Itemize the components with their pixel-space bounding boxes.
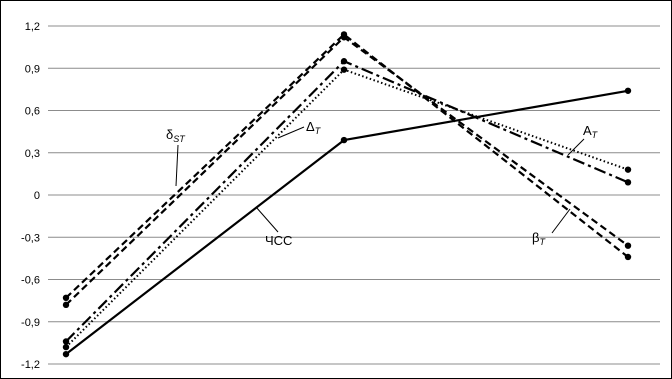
series-label: ЧСС	[265, 233, 292, 248]
data-point	[62, 350, 70, 358]
series-label: δST	[166, 127, 186, 144]
data-point	[62, 338, 70, 345]
y-tick-label: 0,3	[25, 148, 40, 160]
data-point	[624, 87, 632, 94]
series-label: ΔT	[306, 119, 322, 136]
series-label-leader	[551, 208, 571, 234]
y-tick-label: 0,6	[25, 106, 40, 118]
series-line	[65, 33, 629, 299]
series-label: βT	[532, 230, 546, 247]
grid-layer	[48, 25, 660, 365]
y-tick-label: -0,9	[21, 317, 40, 329]
data-point	[62, 294, 70, 302]
y-tick-label: 1,2	[25, 21, 40, 33]
data-point	[340, 58, 348, 65]
series-label: AT	[583, 123, 599, 140]
data-point	[624, 179, 632, 186]
series-label-leader	[255, 206, 279, 233]
y-tick-label: 0	[34, 190, 40, 202]
y-axis-ticks: 1,2 0,9 0,6 0,3 0 -0,3 -0,6 -0,9 -1,2	[21, 21, 40, 371]
data-point	[340, 34, 348, 41]
series-line	[65, 89, 629, 356]
annotation-layer: ЧСС δST βT ΔT AT	[166, 119, 599, 248]
data-point	[624, 253, 632, 261]
y-tick-label: -0,6	[21, 275, 40, 287]
series-line	[65, 68, 629, 348]
y-tick-label: -1,2	[21, 359, 40, 371]
series-label-leader	[567, 138, 585, 156]
series-line	[65, 36, 629, 306]
y-tick-label: 0,9	[25, 63, 40, 75]
data-point	[624, 242, 632, 249]
series-line	[65, 60, 629, 343]
data-point	[62, 301, 70, 309]
series-label-leader	[277, 126, 305, 139]
y-tick-label: -0,3	[21, 232, 40, 244]
data-point	[340, 66, 348, 73]
data-point	[62, 343, 70, 351]
series-layer	[62, 31, 632, 358]
data-point	[624, 166, 632, 173]
data-point	[340, 136, 348, 144]
series-label-leader	[175, 144, 179, 187]
